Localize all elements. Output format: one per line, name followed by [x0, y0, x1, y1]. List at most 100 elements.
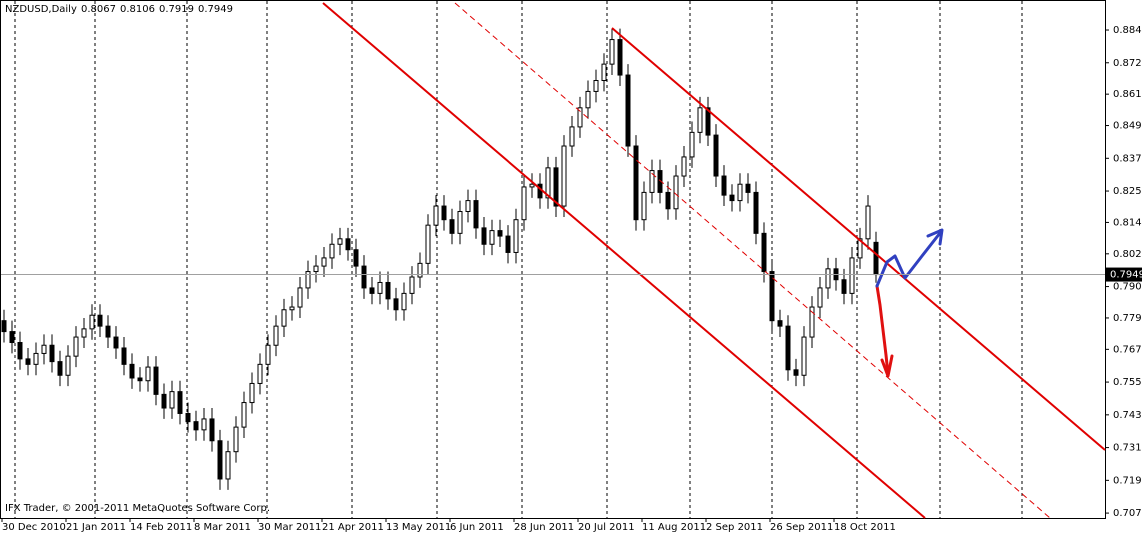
candle-body [665, 191, 671, 210]
candle-body [705, 107, 711, 136]
candle-body [809, 306, 815, 338]
trend-channel [322, 2, 1106, 519]
candle-body [65, 355, 71, 376]
x-tick-label: 6 Jun 2011 [450, 522, 504, 533]
y-tick-label: 0.8255 [1113, 186, 1142, 197]
candle-body [305, 271, 311, 289]
y-tick-label: 0.7195 [1113, 475, 1142, 486]
candle-body [713, 134, 719, 177]
candle-body [513, 219, 519, 253]
candle-body [249, 382, 255, 404]
candle-body [113, 336, 119, 349]
candle-body [9, 331, 15, 344]
candle-body [561, 145, 567, 207]
candle-body [25, 358, 31, 365]
y-tick-label: 0.7315 [1113, 443, 1142, 454]
y-tick-label: 0.7905 [1113, 282, 1142, 293]
candle-body [209, 418, 215, 442]
candle-body [801, 336, 807, 376]
candle-body [857, 238, 863, 259]
candle-body [593, 80, 599, 92]
candle-body [577, 107, 583, 128]
candle-body [289, 306, 295, 311]
candle-body [849, 257, 855, 294]
x-tick-label: 8 Mar 2011 [194, 522, 251, 533]
candle-body [329, 243, 335, 259]
x-tick-label: 20 Jul 2011 [578, 522, 635, 533]
x-tick-label: 11 Aug 2011 [642, 522, 706, 533]
candle-body [777, 320, 783, 327]
ohlc-open: 0.8067 [81, 4, 116, 15]
candle-body [729, 194, 735, 202]
candle-body [625, 74, 631, 147]
candle-body [441, 205, 447, 221]
candle-body [505, 235, 511, 253]
candle-body [633, 145, 639, 221]
y-tick-label: 0.7075 [1113, 508, 1142, 519]
candle-body [105, 325, 111, 338]
vertical-grid [14, 1, 1023, 518]
y-tick-label: 0.8495 [1113, 121, 1142, 132]
candle-body [129, 363, 135, 379]
candle-body [697, 107, 703, 133]
x-tick-label: 21 Jan 2011 [66, 522, 126, 533]
candle-body [81, 328, 87, 338]
x-tick-label: 13 May 2011 [386, 522, 451, 533]
candle-body [33, 352, 39, 365]
y-tick-label: 0.8025 [1113, 249, 1142, 260]
candle-body [641, 191, 647, 221]
candle-body [49, 344, 55, 363]
x-tick-label: 30 Dec 2010 [2, 522, 66, 533]
candle-body [689, 131, 695, 158]
ohlc-close: 0.7949 [198, 4, 233, 15]
candle-body [57, 361, 63, 376]
candle-body [465, 200, 471, 213]
candle-body [617, 39, 623, 76]
candle-body [1, 320, 7, 333]
candle-body [401, 292, 407, 311]
candle-body [585, 90, 591, 109]
candle-body [601, 63, 607, 82]
candle-body [449, 219, 455, 234]
candle-body [417, 262, 423, 278]
candle-body [297, 287, 303, 308]
x-tick-label: 26 Sep 2011 [770, 522, 833, 533]
x-tick-label: 21 Apr 2011 [322, 522, 384, 533]
y-tick-label: 0.7435 [1113, 410, 1142, 421]
candle-body [825, 268, 831, 289]
candle-body [609, 39, 615, 65]
candle-body [361, 265, 367, 289]
candle-body [873, 241, 879, 276]
y-tick-label: 0.8375 [1113, 153, 1142, 164]
candle-body [137, 377, 143, 382]
candle-body [97, 314, 103, 327]
candle-body [721, 175, 727, 196]
x-tick-label: 14 Feb 2011 [130, 522, 192, 533]
candle-body [169, 391, 175, 409]
y-tick-label: 0.7675 [1113, 344, 1142, 355]
candle-body [281, 309, 287, 327]
candle-body [369, 287, 375, 294]
candle-body [769, 271, 775, 322]
candle-body [473, 200, 479, 229]
candle-body [865, 205, 871, 240]
x-tick-label: 28 Jun 2011 [514, 522, 574, 533]
candle-body [425, 224, 431, 264]
candle-body [817, 287, 823, 308]
price-label: 0.7949 [1110, 270, 1142, 281]
candle-body [673, 175, 679, 210]
candle-body [41, 344, 47, 354]
candle-body [313, 265, 319, 273]
candle-body [737, 183, 743, 202]
copyright: IFX Trader, © 2001-2011 MetaQuotes Softw… [5, 503, 270, 514]
candle-body [353, 249, 359, 267]
candle-body [457, 211, 463, 234]
y-tick-label: 0.7555 [1113, 377, 1142, 388]
candle-body [497, 230, 503, 237]
candle-body [257, 363, 263, 384]
candle-body [121, 347, 127, 365]
candle-body [345, 238, 351, 251]
candle-body [753, 191, 759, 234]
